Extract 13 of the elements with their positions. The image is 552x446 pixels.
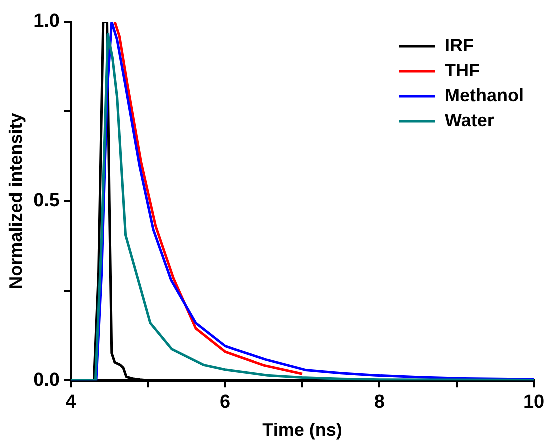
x-tick-label: 6 <box>220 392 231 414</box>
legend-label: Methanol <box>445 85 524 106</box>
x-tick-label: 8 <box>374 392 385 414</box>
x-tick-label: 10 <box>523 392 545 414</box>
legend-label: THF <box>445 60 480 80</box>
y-tick-label: 0.5 <box>34 190 60 212</box>
x-axis-title: Time (ns) <box>262 420 342 440</box>
legend-label: Water <box>445 110 494 130</box>
x-tick-label: 4 <box>66 392 77 414</box>
y-axis-title: Normalized intensity <box>6 113 26 290</box>
y-tick-label: 1.0 <box>34 11 60 32</box>
legend-label: IRF <box>445 35 474 56</box>
y-tick-label: 0.0 <box>34 370 60 391</box>
